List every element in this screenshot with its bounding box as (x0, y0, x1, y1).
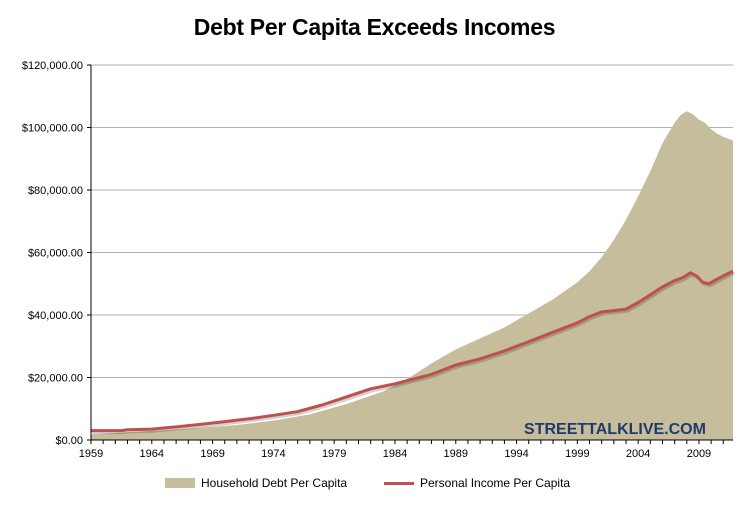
y-tick-label: $40,000.00 (28, 310, 83, 322)
x-tick-label: 1964 (140, 448, 164, 460)
x-tick-label: 1974 (261, 448, 285, 460)
x-tick-label: 1979 (322, 448, 346, 460)
x-tick-label: 1959 (79, 448, 103, 460)
y-tick-label: $100,000.00 (22, 123, 83, 135)
x-tick-label: 1989 (444, 448, 468, 460)
legend-item-personal-income: Personal Income Per Capita (384, 476, 570, 490)
x-tick-label: 1984 (383, 448, 407, 460)
legend-label-personal-income: Personal Income Per Capita (420, 476, 571, 490)
x-tick-label: 2009 (687, 448, 711, 460)
x-tick-label: 1969 (200, 448, 224, 460)
x-tick-label: 1999 (565, 448, 589, 460)
series-area-household-debt (91, 111, 733, 441)
y-tick-label: $80,000.00 (28, 185, 83, 197)
legend-item-household-debt: Household Debt Per Capita (165, 476, 347, 490)
y-tick-label: $120,000.00 (22, 60, 83, 72)
legend-label-household-debt: Household Debt Per Capita (201, 476, 348, 490)
legend-swatch-area (165, 478, 195, 488)
x-tick-label: 1994 (504, 448, 528, 460)
legend: Household Debt Per Capita Personal Incom… (0, 476, 749, 496)
chart-title: Debt Per Capita Exceeds Incomes (193, 14, 556, 40)
watermark-label: STREETTALKLIVE.COM (524, 421, 706, 438)
series-line-personal-income (91, 269, 734, 433)
x-tick-label: 2004 (626, 448, 650, 460)
legend-swatch-line (384, 481, 414, 485)
y-tick-label: $0.00 (55, 435, 83, 447)
y-tick-label: $60,000.00 (28, 248, 83, 260)
y-tick-label: $20,000.00 (28, 373, 83, 385)
